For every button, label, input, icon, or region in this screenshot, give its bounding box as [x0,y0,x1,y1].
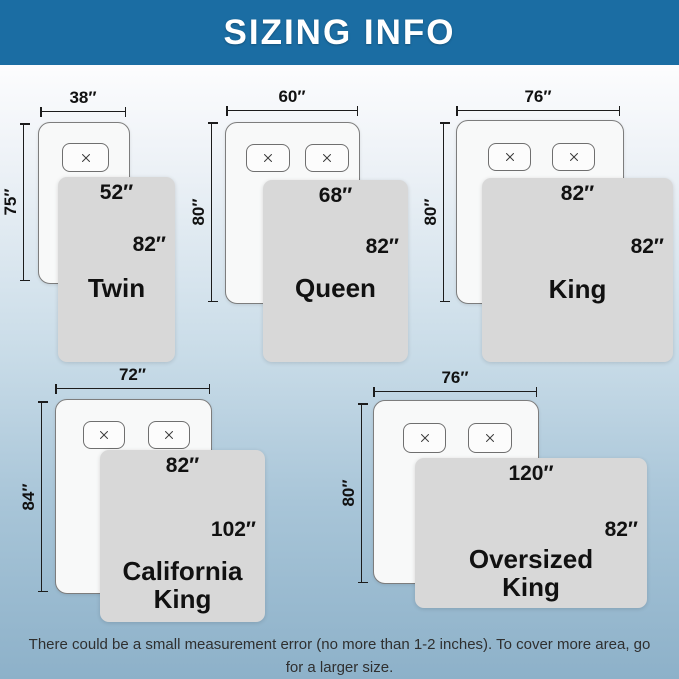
bed-width-label: 38″ [69,88,97,107]
pillow-x-icon [264,154,272,162]
pillow-x-icon [569,153,578,161]
bed-width-label: 76″ [441,368,469,387]
pillow [468,423,512,453]
bed-height-dimension: 84″ [19,401,48,592]
pillow-x-icon [505,153,514,161]
header-banner: SIZING INFO [0,0,679,65]
bed-height-dimension: 80″ [339,403,368,583]
pillow-x-icon [81,153,90,162]
bed-height-label: 84″ [19,482,38,511]
bed-height-label: 75″ [1,188,20,216]
blanket-length-label: 82″ [604,518,638,541]
bed-width-dimension: 76″ [373,368,537,397]
blanket-width-label: 120″ [508,462,554,485]
bed-height-dimension: 80″ [189,122,218,302]
blanket: 120″ 82″ Oversized King [415,458,647,608]
bed-height-label: 80″ [189,198,208,226]
blanket: 82″ 82″ King [482,178,673,362]
disclaimer-line-1: There could be a small measurement error… [28,636,651,653]
bed-width-label: 60″ [278,87,306,106]
bed-width-dimension: 60″ [226,87,358,116]
blanket: 82″ 102″ California King [100,450,265,622]
size-name: King [548,274,607,304]
pillow [246,144,290,172]
bed-height-label: 80″ [339,479,358,507]
size-name: California King [122,556,243,614]
pillow-x-icon [323,154,331,162]
size-name: Oversized King [468,544,594,602]
pillow-x-icon [420,434,429,442]
bed-height-dimension: 75″ [1,123,30,281]
blanket-length-label: 82″ [365,235,399,258]
blanket-length-label: 82″ [630,235,664,258]
size-name: Queen [295,273,376,303]
blanket-length-label: 102″ [210,518,256,541]
pillow [403,423,446,453]
measurement-disclaimer: There could be a small measurement error… [0,634,679,679]
blanket: 52″ 82″ Twin [58,177,175,362]
pillow [552,143,595,171]
pillow [83,421,125,449]
blanket: 68″ 82″ Queen [263,180,408,362]
pillow-x-icon [165,431,173,439]
blanket-width-label: 82″ [165,454,200,477]
bed-width-dimension: 72″ [55,365,210,394]
blanket-width-label: 68″ [318,184,353,207]
bed-height-dimension: 80″ [421,122,450,302]
bed-height-label: 80″ [421,198,440,226]
blanket-length-label: 82″ [132,233,166,256]
bed-width-dimension: 76″ [456,87,620,116]
bed-width-label: 76″ [524,87,552,106]
pillow [305,144,349,172]
bed-width-label: 72″ [118,365,147,384]
blanket-width-label: 82″ [560,182,595,205]
pillow-x-icon [486,434,494,442]
pillow-x-icon [100,431,108,439]
pillow [488,143,531,171]
blanket-width-label: 52″ [99,181,134,204]
page-title: SIZING INFO [223,12,456,52]
pillow [62,143,109,172]
bed-width-dimension: 38″ [40,88,126,117]
size-name: Twin [87,273,146,303]
disclaimer-line-2: for a larger size. [285,658,394,676]
pillow [148,421,190,449]
